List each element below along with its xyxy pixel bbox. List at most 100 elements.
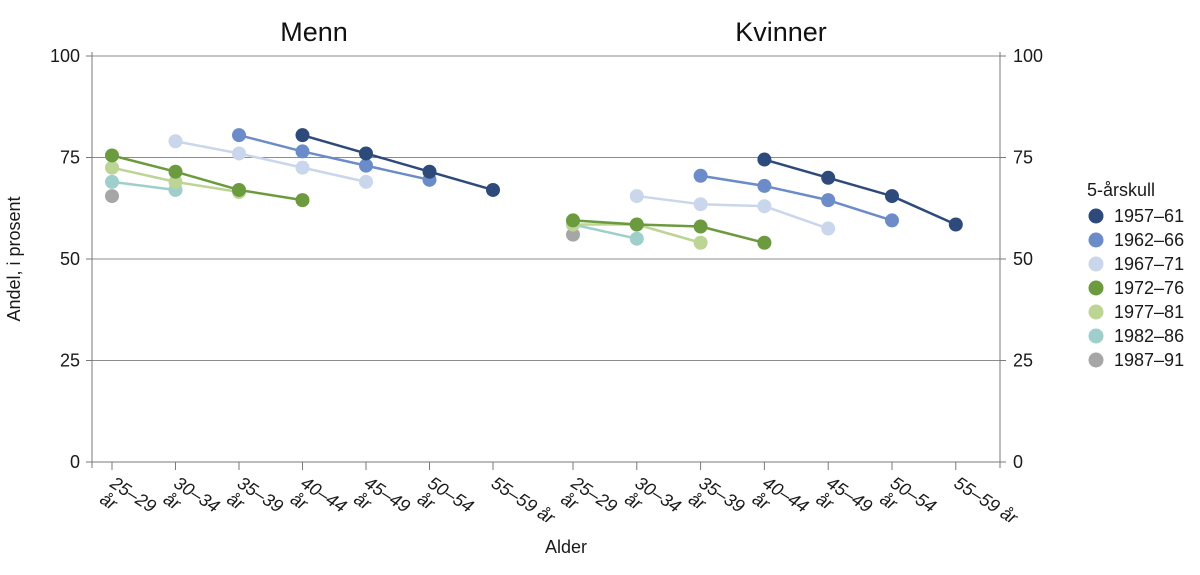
y-tick-label-right-0: 0 <box>1013 452 1023 472</box>
legend-label-1987–91: 1987–91 <box>1114 350 1184 370</box>
data-point-menn-1967–71-2 <box>232 146 246 161</box>
legend: 5-årskull 1957–61 1962–66 1967–71 1972–76 19… <box>1087 180 1184 370</box>
data-point-menn-1982–86-0 <box>105 174 119 189</box>
series-line-menn-1967–71 <box>175 140 367 184</box>
x-tick-text-menn-5: 50–54år <box>414 473 477 533</box>
x-tick-label-kvinner-5: 50–54år <box>876 473 939 533</box>
x-tick-text-menn-3: 40–44år <box>287 473 350 533</box>
legend-label-1972–76: 1972–76 <box>1114 278 1184 298</box>
x-tick-text-kvinner-5: 50–54år <box>876 473 939 533</box>
data-point-kvinner-1972–76-0 <box>566 213 580 228</box>
x-tick-label-kvinner-0: 25–29år <box>557 472 621 533</box>
legend-marker-1972–76 <box>1088 280 1104 296</box>
x-tick-text-kvinner-1: 30–34år <box>621 473 684 533</box>
series-line-menn-1972–76 <box>111 154 303 202</box>
data-point-kvinner-1962–66-2 <box>693 168 708 183</box>
y-tick-label-left-25: 25 <box>60 351 80 371</box>
legend-label-1977–81: 1977–81 <box>1114 302 1184 322</box>
data-point-kvinner-1967–71-1 <box>629 189 644 204</box>
x-tick-text-menn-0: 25–29år <box>96 472 160 533</box>
data-point-kvinner-1957–61-5 <box>885 189 899 204</box>
data-point-menn-1957–61-6 <box>486 182 500 197</box>
data-point-menn-1972–76-0 <box>105 148 119 163</box>
x-tick-text-kvinner-4: 45–49år <box>813 473 876 533</box>
legend-marker-1982–86 <box>1088 328 1104 344</box>
data-point-menn-1967–71-3 <box>295 160 310 175</box>
legend-title: 5-årskull <box>1087 180 1155 200</box>
x-tick-text-menn-1: 30–34år <box>160 473 223 533</box>
data-point-menn-1962–66-3 <box>295 144 310 159</box>
series-line-menn-1962–66 <box>238 133 430 182</box>
data-point-menn-1977–81-1 <box>168 174 183 189</box>
x-tick-line1: 55–59 år <box>951 473 1022 529</box>
legend-label-1957–61: 1957–61 <box>1114 206 1184 226</box>
y-tick-label-right-50: 50 <box>1013 249 1033 269</box>
x-tick-label-menn-2: 35–39år <box>223 473 286 533</box>
x-tick-label-menn-6: 55–59 år <box>488 473 559 529</box>
x-tick-text-kvinner-0: 25–29år <box>557 472 621 533</box>
gridlines <box>92 55 1000 361</box>
legend-marker-1962–66 <box>1088 232 1104 248</box>
data-point-menn-1962–66-2 <box>232 128 246 143</box>
data-point-kvinner-1957–61-4 <box>821 170 836 185</box>
legend-label-1962–66: 1962–66 <box>1114 230 1184 250</box>
legend-label-1982–86: 1982–86 <box>1114 326 1184 346</box>
data-point-kvinner-1977–81-2 <box>693 235 708 250</box>
data-point-menn-1957–61-5 <box>422 164 437 179</box>
x-tick-label-kvinner-2: 35–39år <box>685 473 748 533</box>
legend-marker-1977–81 <box>1088 304 1104 320</box>
series-line-kvinner-1972–76 <box>572 219 765 244</box>
y-tick-label-right-100: 100 <box>1013 46 1043 66</box>
x-tick-label-menn-0: 25–29år <box>96 472 160 533</box>
x-tick-line1: 55–59 år <box>488 473 559 529</box>
panel-title-kvinner: Kvinner <box>735 17 827 47</box>
y-tick-label-left-75: 75 <box>60 148 80 168</box>
data-point-kvinner-1967–71-4 <box>821 221 836 236</box>
y-axis-label: Andel, i prosent <box>4 196 24 321</box>
series-line-kvinner-1962–66 <box>700 174 893 222</box>
data-point-kvinner-1962–66-4 <box>821 193 836 208</box>
data-point-kvinner-1962–66-5 <box>885 213 899 228</box>
data-point-kvinner-1967–71-3 <box>757 199 772 214</box>
x-tick-text-menn-2: 35–39år <box>223 473 286 533</box>
x-tick-text-kvinner-2: 35–39år <box>685 473 748 533</box>
x-tick-label-menn-3: 40–44år <box>287 473 350 533</box>
x-tick-text-kvinner-6: 55–59 år <box>951 473 1022 529</box>
x-tick-label-kvinner-3: 40–44år <box>749 473 812 517</box>
data-point-menn-1972–76-3 <box>295 193 310 208</box>
axes <box>86 52 1006 470</box>
data-point-menn-1962–66-4 <box>359 158 373 173</box>
data-point-menn-1972–76-2 <box>232 182 246 197</box>
x-tick-label-menn-1: 30–34år <box>160 473 223 533</box>
data-point-menn-1967–71-4 <box>359 174 373 189</box>
y-tick-label-right-25: 25 <box>1013 351 1033 371</box>
y-tick-label-left-0: 0 <box>70 452 80 472</box>
series-line-kvinner-1967–71 <box>636 194 829 230</box>
x-tick-label-menn-5: 50–54år <box>414 473 477 533</box>
data-point-kvinner-1962–66-3 <box>757 178 772 193</box>
series-line-kvinner-1982–86 <box>572 223 638 240</box>
x-tick-text-menn-4: 45–49år <box>350 473 413 533</box>
data-point-menn-1957–61-4 <box>359 146 373 161</box>
data-point-menn-1987–91-0 <box>105 189 119 204</box>
x-tick-label-kvinner-1: 30–34år <box>621 473 684 533</box>
series <box>105 128 963 250</box>
data-point-kvinner-1987–91-0 <box>566 227 580 242</box>
y-tick-label-left-50: 50 <box>60 249 80 269</box>
y-tick-label-left-100: 100 <box>50 46 80 66</box>
data-point-menn-1977–81-0 <box>105 160 119 175</box>
y-tick-label-right-75: 75 <box>1013 148 1033 168</box>
legend-marker-1957–61 <box>1088 208 1104 224</box>
x-tick-text-menn-6: 55–59 år <box>488 473 559 529</box>
legend-label-1967–71: 1967–71 <box>1114 254 1184 274</box>
data-point-kvinner-1982–86-1 <box>629 231 644 246</box>
x-tick-label-menn-4: 45–49år <box>350 473 413 533</box>
series-line-kvinner-1957–61 <box>764 158 957 226</box>
legend-marker-1987–91 <box>1088 352 1104 368</box>
series-line-menn-1957–61 <box>302 133 494 192</box>
data-point-kvinner-1957–61-6 <box>948 217 963 232</box>
data-point-kvinner-1967–71-2 <box>693 197 708 212</box>
series-line-menn-1982–86 <box>111 180 176 192</box>
